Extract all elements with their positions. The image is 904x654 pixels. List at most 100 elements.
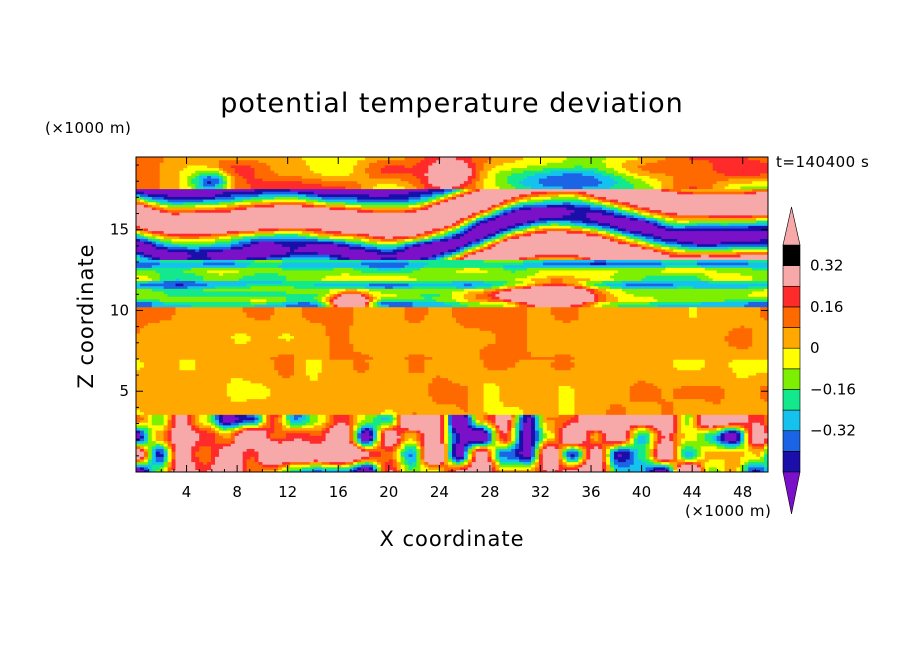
contour-cell	[163, 206, 216, 211]
contour-cell	[171, 314, 248, 318]
contour-cell	[519, 432, 524, 436]
contour-cell	[337, 422, 346, 426]
contour-cell	[444, 416, 449, 421]
contour-cell	[499, 296, 595, 300]
contour-cell	[452, 440, 457, 444]
contour-cell	[752, 424, 765, 428]
contour-cell	[392, 461, 398, 465]
contour-cell	[728, 330, 753, 334]
contour-cell	[459, 222, 465, 226]
contour-cell	[752, 340, 768, 344]
contour-cell	[215, 196, 236, 200]
contour-cell	[238, 427, 244, 431]
contour-cell	[479, 351, 532, 355]
contour-cell	[708, 275, 753, 279]
contour-cell	[408, 246, 457, 250]
contour-cell	[167, 193, 216, 197]
contour-cell	[218, 419, 224, 423]
contour-cell	[728, 422, 753, 426]
contour-cell	[637, 448, 647, 452]
contour-cell	[546, 275, 576, 279]
contour-cell	[483, 280, 508, 284]
contour-cell	[369, 427, 374, 431]
contour-cell	[270, 424, 275, 428]
contour-cell	[325, 427, 331, 431]
contour-cell	[653, 437, 658, 442]
contour-cell	[523, 427, 532, 431]
contour-cell	[491, 437, 497, 442]
contour-cell	[673, 430, 678, 434]
contour-cell	[542, 448, 560, 452]
contour-cell	[677, 448, 682, 452]
contour-cell	[136, 385, 228, 389]
contour-cell	[369, 361, 410, 365]
contour-cell	[452, 191, 457, 195]
colorbar-swatch	[782, 368, 801, 390]
contour-cell	[491, 214, 497, 218]
contour-cell	[463, 267, 481, 271]
contour-cell	[448, 451, 453, 455]
contour-cell	[171, 453, 177, 457]
contour-cell	[665, 225, 674, 229]
contour-cell	[199, 456, 212, 460]
contour-cell	[558, 456, 564, 460]
contour-cell	[353, 309, 406, 313]
contour-cell	[649, 453, 655, 457]
contour-cell	[471, 461, 493, 465]
contour-cell	[645, 461, 655, 465]
contour-cell	[479, 175, 489, 179]
contour-cell	[163, 414, 169, 418]
contour-cell	[250, 164, 271, 169]
contour-cell	[661, 214, 670, 218]
contour-cell	[602, 461, 607, 465]
contour-cell	[578, 309, 690, 313]
contour-cell	[574, 356, 768, 360]
contour-cell	[416, 443, 421, 447]
contour-cell	[507, 285, 516, 289]
contour-cell	[424, 440, 441, 444]
contour-cell	[542, 464, 560, 468]
contour-cell	[463, 409, 469, 413]
contour-cell	[590, 193, 595, 197]
contour-cell	[349, 272, 536, 276]
contour-cell	[515, 285, 524, 289]
contour-cell	[716, 445, 726, 449]
contour-cell	[681, 464, 698, 468]
contour-cell	[578, 456, 583, 460]
contour-cell	[633, 209, 639, 213]
contour-cell	[274, 306, 303, 310]
contour-cell	[487, 445, 497, 449]
contour-cell	[376, 427, 382, 431]
contour-cell	[578, 445, 583, 449]
contour-cell	[179, 212, 473, 216]
contour-cell	[380, 296, 425, 300]
contour-cell	[752, 290, 768, 295]
contour-cell	[661, 262, 698, 266]
contour-cell	[404, 185, 418, 190]
contour-cell	[459, 437, 489, 442]
contour-cell	[155, 201, 161, 205]
contour-cell	[136, 293, 169, 297]
contour-cell	[752, 451, 761, 455]
contour-cell	[463, 246, 469, 250]
contour-cell	[708, 280, 768, 284]
contour-cell	[455, 222, 461, 226]
x-axis: 4 8 12 16 20 24 28 32 36 40 44 48	[148, 157, 756, 501]
contour-cell	[495, 338, 528, 342]
contour-cell	[744, 461, 749, 465]
contour-cell	[258, 458, 315, 463]
contour-cell	[440, 469, 445, 472]
contour-cell	[211, 414, 216, 418]
contour-cell	[424, 361, 485, 365]
contour-cell	[507, 422, 512, 426]
contour-cell	[412, 301, 445, 305]
contour-cell	[610, 201, 615, 205]
contour-cell	[582, 461, 587, 465]
contour-cell	[613, 212, 623, 216]
contour-cell	[305, 422, 315, 426]
contour-cell	[159, 259, 204, 263]
contour-cell	[262, 422, 267, 426]
contour-cell	[353, 322, 461, 326]
contour-cell	[685, 435, 698, 439]
